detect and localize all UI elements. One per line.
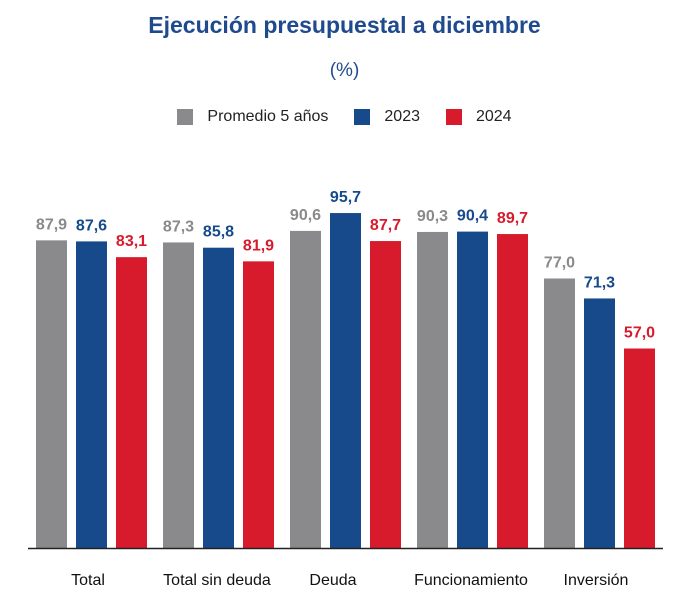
category-label: Inversión: [564, 572, 629, 589]
value-label: 77,0: [544, 255, 575, 272]
bar-total-sin-deuda-2023: [203, 247, 234, 548]
legend-swatch-2023: [354, 109, 371, 125]
value-label: 81,9: [243, 237, 274, 254]
value-label: 71,3: [584, 274, 615, 291]
bar-total-2024: [116, 257, 147, 548]
bar-total-sin-deuda-2024: [243, 261, 274, 548]
value-label: 85,8: [203, 224, 234, 241]
chart-title: Ejecución presupuestal a diciembre: [148, 12, 541, 38]
value-label: 87,3: [163, 218, 194, 235]
bar-inversión-2024: [624, 348, 655, 548]
bar-funcionamiento-promedio-5-años: [417, 231, 448, 548]
bar-deuda-2023: [330, 213, 361, 549]
value-label: 87,9: [36, 216, 67, 233]
category-label: Total sin deuda: [163, 572, 271, 589]
bar-deuda-promedio-5-años: [290, 230, 321, 548]
bar-deuda-2024: [370, 241, 401, 549]
category-label: Total: [71, 572, 105, 589]
legend-item-promedio: Promedio 5 años: [177, 108, 328, 126]
legend-item-2024: 2024: [445, 108, 512, 126]
bar-total-2023: [76, 241, 107, 548]
bar-inversión-2023: [584, 298, 615, 548]
chart-subtitle: (%): [329, 60, 360, 81]
legend-swatch-promedio: [177, 109, 194, 125]
value-label: 87,6: [76, 217, 107, 234]
value-label: 83,1: [116, 233, 147, 250]
value-label: 90,4: [457, 208, 488, 225]
bar-total-promedio-5-años: [36, 240, 67, 548]
value-label: 89,7: [497, 210, 528, 227]
bar-funcionamiento-2023: [457, 231, 488, 548]
value-label: 57,0: [624, 325, 655, 342]
category-label: Funcionamiento: [414, 572, 528, 589]
bar-inversión-promedio-5-años: [544, 278, 575, 548]
legend-swatch-2024: [445, 109, 462, 125]
value-label: 90,3: [417, 208, 448, 225]
legend-label-2023: 2023: [384, 108, 420, 125]
legend-item-2023: 2023: [354, 108, 420, 126]
legend-label-2024: 2024: [475, 108, 512, 125]
value-label: 95,7: [330, 189, 361, 206]
value-label: 90,6: [290, 207, 321, 224]
bar-total-sin-deuda-promedio-5-años: [163, 242, 194, 548]
legend-label-promedio: Promedio 5 años: [207, 108, 329, 125]
category-label: Deuda: [309, 572, 356, 589]
value-label: 87,7: [370, 217, 401, 234]
bar-funcionamiento-2024: [497, 234, 528, 549]
legend: Promedio 5 años 2023 2024: [0, 108, 689, 126]
